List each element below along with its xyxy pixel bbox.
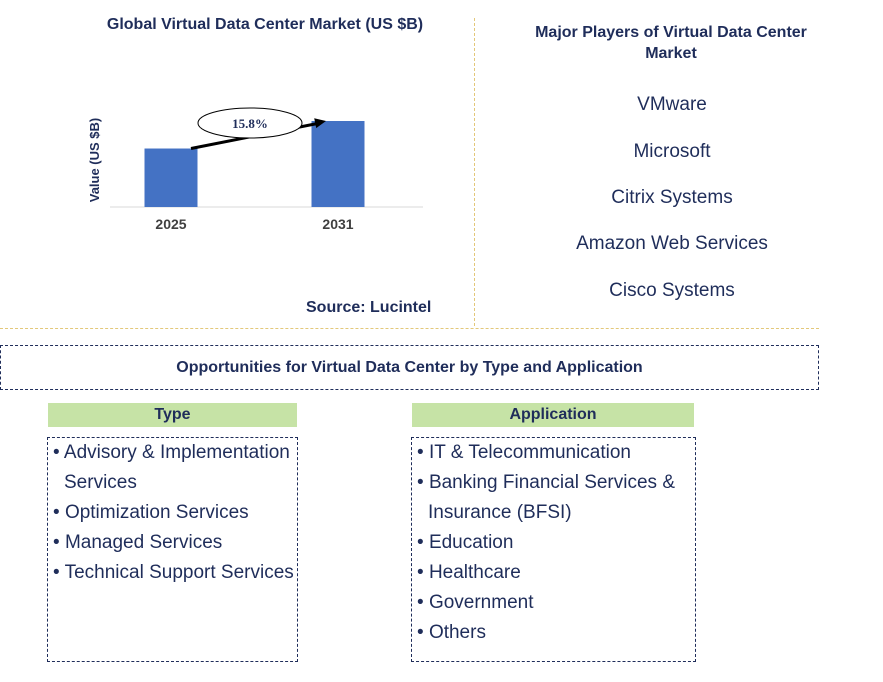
player-item: Citrix Systems xyxy=(611,187,733,208)
horizontal-divider xyxy=(0,328,819,329)
application-item: Government xyxy=(414,588,695,618)
type-item: Managed Services xyxy=(50,528,297,558)
player-item: Cisco Systems xyxy=(609,280,735,301)
growth-arrowhead xyxy=(314,118,326,129)
source-label: Source: Lucintel xyxy=(306,299,432,316)
cagr-label: 15.8% xyxy=(232,116,268,131)
type-list-box: Advisory & Implementation Services Optim… xyxy=(47,437,298,662)
cagr-ellipse xyxy=(197,107,303,139)
x-tick-label: 2031 xyxy=(322,216,353,232)
application-item: Banking Financial Services & Insurance (… xyxy=(414,468,695,528)
player-item: Amazon Web Services xyxy=(576,233,768,254)
type-item: Advisory & Implementation Services xyxy=(50,438,297,498)
vertical-divider xyxy=(474,18,475,326)
application-item: IT & Telecommunication xyxy=(414,438,695,468)
application-header: Application xyxy=(412,403,694,427)
type-item: Technical Support Services xyxy=(50,558,297,588)
bar-2025 xyxy=(144,148,198,207)
player-item: VMware xyxy=(637,94,707,115)
type-header: Type xyxy=(48,403,297,427)
player-item: Microsoft xyxy=(633,141,711,162)
application-item: Education xyxy=(414,528,695,558)
application-list-box: IT & Telecommunication Banking Financial… xyxy=(411,437,696,662)
y-axis-label: Value (US $B) xyxy=(87,118,102,203)
opportunities-title: Opportunities for Virtual Data Center by… xyxy=(0,345,819,390)
type-item: Optimization Services xyxy=(50,498,297,528)
application-item: Others xyxy=(414,618,695,648)
application-item: Healthcare xyxy=(414,558,695,588)
bar-2031 xyxy=(311,121,365,207)
chart-title: Global Virtual Data Center Market (US $B… xyxy=(106,16,424,33)
x-tick-label: 2025 xyxy=(155,216,186,232)
bar-chart: 2025 2031 Value (US $B) 15.8% xyxy=(87,107,423,232)
players-title: Major Players of Virtual Data Center Mar… xyxy=(535,24,807,62)
